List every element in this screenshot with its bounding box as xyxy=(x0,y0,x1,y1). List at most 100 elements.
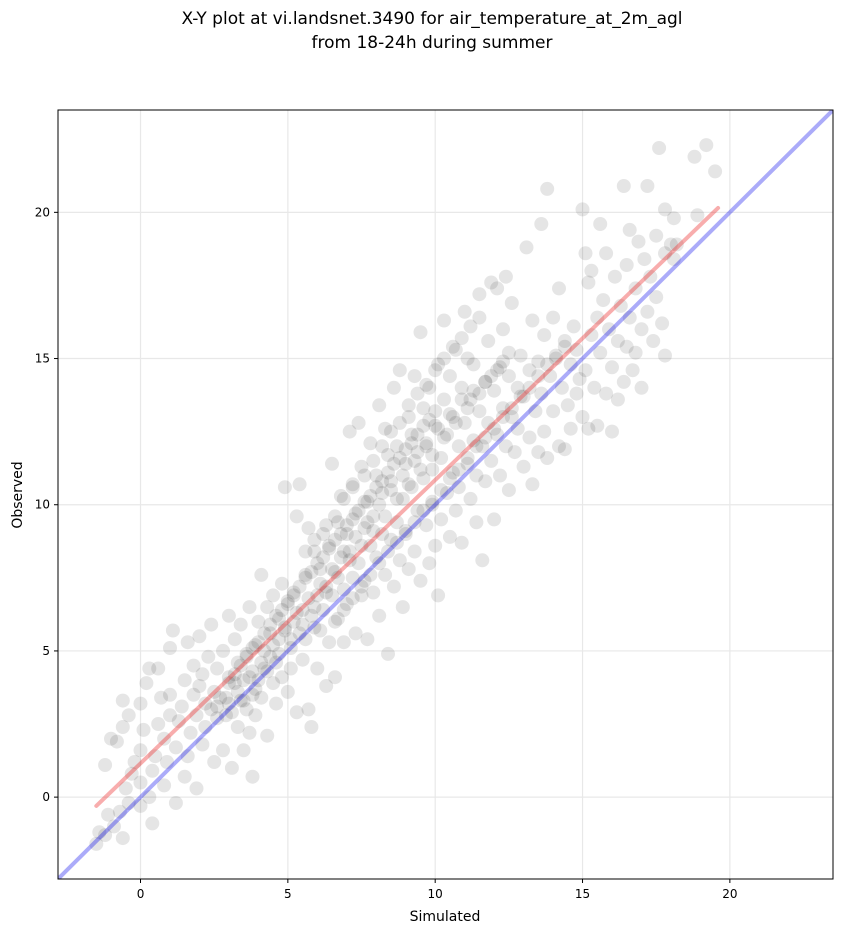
scatter-point xyxy=(195,667,210,682)
scatter-point xyxy=(540,357,555,372)
scatter-point xyxy=(478,374,493,389)
scatter-point xyxy=(457,415,472,430)
scatter-point xyxy=(663,237,678,252)
scatter-point xyxy=(416,503,431,518)
scatter-point xyxy=(563,421,578,436)
scatter-point xyxy=(384,424,398,439)
scatter-point xyxy=(236,673,251,688)
scatter-point xyxy=(298,544,313,559)
scatter-point xyxy=(395,491,410,506)
x-axis-label: Simulated xyxy=(410,909,481,925)
scatter-point xyxy=(366,585,381,600)
scatter-point xyxy=(357,573,372,588)
scatter-point xyxy=(687,149,702,164)
scatter-point xyxy=(504,401,519,416)
scatter-point xyxy=(224,705,239,720)
scatter-point xyxy=(496,410,510,424)
scatter-point xyxy=(216,743,230,758)
scatter-point xyxy=(369,480,384,495)
scatter-point xyxy=(277,620,292,635)
scatter-point xyxy=(328,509,342,524)
scatter-point xyxy=(519,240,534,255)
scatter-point xyxy=(634,322,649,337)
scatter-point xyxy=(336,582,351,597)
scatter-point xyxy=(227,676,242,691)
scatter-point xyxy=(163,708,177,723)
scatter-point xyxy=(221,696,236,711)
scatter-point xyxy=(266,676,281,691)
scatter-point xyxy=(298,632,313,647)
scatter-point xyxy=(163,687,177,702)
scatter-point xyxy=(528,404,543,419)
scatter-point xyxy=(504,296,519,310)
x-tick-label: 5 xyxy=(284,887,292,901)
scatter-point xyxy=(109,734,124,749)
scatter-point xyxy=(124,766,139,781)
scatter-point xyxy=(363,489,378,503)
scatter-point xyxy=(174,699,189,714)
scatter-point xyxy=(192,679,207,693)
regression-fit-line xyxy=(94,205,721,808)
scatter-point xyxy=(428,418,443,433)
scatter-point xyxy=(451,439,466,454)
scatter-point xyxy=(283,641,298,655)
scatter-point xyxy=(142,790,157,805)
scatter-point xyxy=(375,474,390,489)
scatter-point xyxy=(498,269,513,284)
scatter-point xyxy=(210,661,225,676)
scatter-point xyxy=(431,421,446,436)
scatter-point xyxy=(330,611,345,626)
scatter-point xyxy=(442,369,457,384)
scatter-point xyxy=(136,722,151,737)
scatter-point xyxy=(410,503,425,518)
chart-title-line-2: from 18-24h during summer xyxy=(312,33,553,53)
scatter-point xyxy=(257,643,272,658)
scatter-point xyxy=(221,670,236,685)
scatter-point xyxy=(569,342,584,357)
scatter-point xyxy=(295,603,310,617)
scatter-point xyxy=(549,351,563,366)
scatter-point xyxy=(319,518,334,533)
scatter-point xyxy=(560,398,575,413)
scatter-point xyxy=(242,670,257,685)
scatter-point xyxy=(531,369,546,384)
scatter-point xyxy=(434,483,449,498)
scatter-point xyxy=(413,462,428,477)
scatter-point xyxy=(304,565,319,579)
scatter-point xyxy=(198,720,213,734)
scatter-point xyxy=(157,731,172,746)
scatter-point xyxy=(133,743,148,758)
scatter-point xyxy=(289,509,304,524)
scatter-point xyxy=(230,684,245,699)
scatter-point xyxy=(286,588,301,603)
scatter-point xyxy=(313,576,328,591)
scatter-point xyxy=(283,661,298,676)
scatter-point xyxy=(112,804,127,819)
scatter-point xyxy=(381,465,395,480)
scatter-point xyxy=(478,430,493,445)
scatter-point xyxy=(319,579,334,594)
scatter-point xyxy=(115,831,130,846)
scatter-point xyxy=(127,755,142,769)
scatter-point xyxy=(557,334,572,348)
scatter-point xyxy=(219,690,233,705)
scatter-point xyxy=(599,246,614,261)
y-tick-label: 15 xyxy=(35,352,50,366)
scatter-point xyxy=(316,527,331,541)
scatter-point xyxy=(328,565,342,579)
scatter-point xyxy=(442,529,457,544)
scatter-point xyxy=(605,424,619,439)
scatter-point xyxy=(142,661,157,676)
scatter-point xyxy=(269,608,284,623)
scatter-point xyxy=(354,459,369,474)
scatter-point xyxy=(634,380,649,395)
scatter-point xyxy=(227,667,242,682)
scatter-point xyxy=(107,819,121,834)
scatter-point xyxy=(501,483,516,498)
scatter-point xyxy=(422,412,437,427)
scatter-point xyxy=(230,655,245,670)
scatter-point xyxy=(575,410,590,424)
scatter-point xyxy=(445,339,460,354)
scatter-point xyxy=(230,720,245,734)
scatter-point xyxy=(584,263,599,278)
